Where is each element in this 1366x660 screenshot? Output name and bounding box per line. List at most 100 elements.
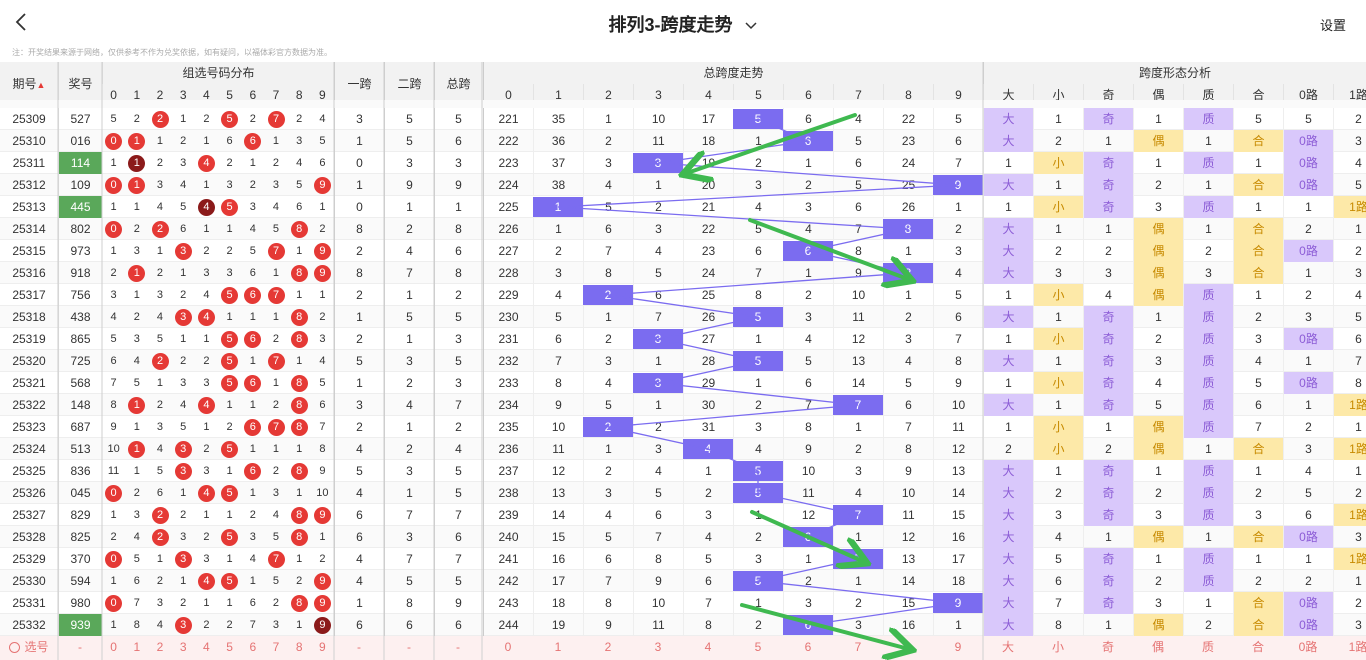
footer-shape-option[interactable]: 大	[1001, 640, 1014, 654]
trend-miss-cell: 10	[633, 108, 683, 130]
digit-miss-cell: 1	[180, 487, 187, 499]
footer-digit-option[interactable]: 3	[179, 640, 187, 654]
footer-trend-option[interactable]: 9	[954, 640, 962, 654]
digit-miss-cell: 3	[249, 531, 256, 543]
trend-miss-cell: 1	[633, 350, 683, 372]
trend-miss-cell: 7	[533, 350, 583, 372]
footer-shape-option[interactable]: 偶	[1151, 640, 1164, 654]
footer-digit-option[interactable]: 0	[110, 640, 117, 654]
col-header-period[interactable]: 期号▲	[12, 77, 46, 91]
trend-miss-cell: 2	[583, 328, 633, 350]
trend-miss-cell: 240	[483, 526, 533, 548]
trend-miss-cell: 11	[633, 130, 683, 152]
shape-cell: 1	[1233, 460, 1283, 482]
back-arrow-icon[interactable]	[10, 10, 34, 34]
trend-miss-cell: 23	[683, 240, 733, 262]
digit-ball: 9	[313, 242, 331, 260]
digit-ball: 3	[174, 616, 192, 634]
footer-digit-option[interactable]: 6	[249, 640, 257, 654]
select-number-cell[interactable]: 选号	[0, 636, 58, 658]
trend-miss-cell: 8	[733, 284, 783, 306]
footer-trend-option[interactable]: 0	[504, 640, 512, 654]
shape-cell: 3	[1283, 306, 1333, 328]
trend-miss-cell: 16	[883, 614, 933, 636]
footer-trend-option[interactable]: 4	[704, 640, 712, 654]
footer-shape-option[interactable]: 奇	[1101, 640, 1114, 654]
total-span-cell: 5	[434, 570, 482, 592]
period-cell: 25325	[12, 464, 46, 478]
trend-miss-cell: 2	[783, 174, 833, 196]
trend-miss-cell: 27	[683, 328, 733, 350]
trend-miss-cell: 2	[683, 482, 733, 504]
footer-shape-option[interactable]: 小	[1051, 640, 1064, 654]
shape-cell: 质	[1183, 504, 1233, 526]
digit-miss-cell: 3	[226, 267, 233, 279]
footer-digit-option[interactable]: 7	[272, 640, 280, 654]
footer-shape-option[interactable]: 合	[1251, 640, 1264, 654]
footer-digit-option[interactable]: 5	[226, 640, 233, 654]
digit-ball: 1	[128, 396, 146, 414]
footer-shape-option[interactable]: 0路	[1298, 640, 1318, 654]
group-header-trend: 总跨度走势	[483, 62, 983, 84]
span2-cell: 1	[384, 482, 434, 504]
trend-miss-cell: 2	[933, 218, 983, 240]
span2-cell: 2	[384, 372, 434, 394]
footer-digit-option[interactable]: 9	[319, 640, 326, 654]
digit-ball: 2	[151, 528, 169, 546]
footer-trend-option[interactable]: 7	[854, 640, 862, 654]
digit-col-header: 4	[203, 88, 210, 102]
trend-miss-cell: 25	[883, 174, 933, 196]
trend-hit-box: 6	[783, 527, 833, 547]
shape-col-header: 偶	[1133, 84, 1183, 106]
footer-trend-option[interactable]: 2	[604, 640, 612, 654]
span2-cell: 8	[384, 592, 434, 614]
footer-shape-option[interactable]: 1路	[1348, 640, 1366, 654]
award-cell: 973	[58, 240, 102, 262]
shape-cell: 4	[1083, 284, 1133, 306]
digit-miss-cell: 1	[180, 575, 187, 587]
shape-cell: 2	[1333, 240, 1366, 262]
period-cell: 25316	[12, 266, 46, 280]
settings-button[interactable]: 设置	[1319, 18, 1346, 33]
digit-miss-cell: 2	[156, 399, 164, 411]
footer-trend-option[interactable]: 5	[754, 640, 762, 654]
trend-hit-box: 3	[633, 153, 683, 173]
footer-digit-option[interactable]: 4	[203, 640, 210, 654]
footer-trend-option[interactable]: 3	[654, 640, 662, 654]
digit-miss-cell: 1	[296, 487, 303, 499]
span2-cell: 3	[384, 350, 434, 372]
chevron-down-icon[interactable]	[744, 21, 758, 31]
digit-ball: 9	[313, 176, 331, 194]
shape-cell: 3	[1333, 526, 1366, 548]
shape-cell: 1路	[1333, 196, 1366, 218]
footer-trend-option[interactable]: 1	[554, 640, 562, 654]
shape-cell: 1	[1233, 284, 1283, 306]
trend-miss-cell: 7	[833, 218, 883, 240]
span2-cell: 4	[384, 240, 434, 262]
trend-miss-cell: 5	[583, 196, 633, 218]
footer-trend-option[interactable]: 8	[904, 640, 912, 654]
digit-miss-cell: 3	[180, 531, 187, 543]
footer-digit-option[interactable]: 8	[295, 640, 303, 654]
footer-digit-option[interactable]: 1	[133, 640, 141, 654]
page-title[interactable]: 排列3-跨度走势	[0, 11, 1366, 37]
footer-shape-option[interactable]: 质	[1201, 640, 1214, 654]
trend-miss-cell: 224	[483, 174, 533, 196]
shape-col-header: 合	[1233, 84, 1283, 106]
shape-cell: 大	[983, 174, 1033, 196]
trend-miss-cell: 5	[633, 262, 683, 284]
trend-miss-cell: 29	[683, 372, 733, 394]
shape-cell: 6	[1333, 328, 1366, 350]
sort-arrow-icon[interactable]: ▲	[36, 80, 46, 90]
trend-miss-cell: 14	[533, 504, 583, 526]
trend-hit-box: 8	[883, 219, 933, 239]
shape-cell: 3	[1333, 130, 1366, 152]
footer-digit-option[interactable]: 2	[156, 640, 164, 654]
trend-miss-cell: 8	[583, 592, 633, 614]
footer-trend-option[interactable]: 6	[804, 640, 812, 654]
digit-miss-cell: 1	[203, 509, 210, 521]
shape-cell: 奇	[1083, 372, 1133, 394]
digit-miss-cell: 1	[226, 553, 233, 565]
select-radio-icon[interactable]	[9, 642, 21, 654]
digit-miss-cell: 3	[249, 201, 256, 213]
